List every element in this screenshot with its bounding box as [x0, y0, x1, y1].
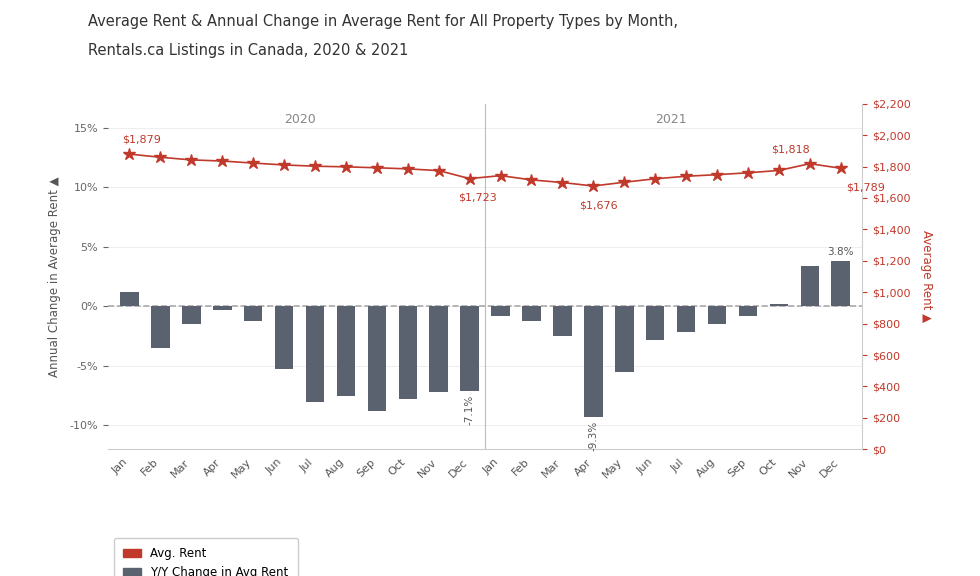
Bar [769, 304, 788, 306]
Bar [708, 306, 726, 324]
Text: $1,818: $1,818 [771, 145, 809, 154]
Bar [739, 306, 758, 316]
Bar [584, 306, 603, 417]
Text: $1,723: $1,723 [459, 193, 497, 203]
Bar [337, 306, 355, 396]
Bar [306, 306, 324, 401]
Bar [491, 306, 510, 316]
Bar [121, 292, 139, 306]
Bar [213, 306, 231, 310]
Bar [244, 306, 263, 321]
Bar [274, 306, 293, 369]
Text: 2020: 2020 [283, 113, 316, 126]
Y-axis label: Annual Change in Average Rent ▲: Annual Change in Average Rent ▲ [48, 176, 61, 377]
Bar [646, 306, 664, 340]
Bar [368, 306, 386, 411]
Bar [677, 306, 696, 332]
Bar [461, 306, 479, 391]
Text: $1,789: $1,789 [847, 183, 885, 192]
Bar [831, 261, 850, 306]
Bar [615, 306, 633, 372]
Bar [399, 306, 417, 399]
Bar [801, 266, 819, 306]
Bar [553, 306, 571, 336]
Text: $1,879: $1,879 [122, 135, 162, 145]
Legend: Avg. Rent, Y/Y Change in Avg Rent: Avg. Rent, Y/Y Change in Avg Rent [114, 538, 298, 576]
Bar [429, 306, 448, 392]
Bar [522, 306, 541, 321]
Text: 2021: 2021 [655, 113, 686, 126]
Text: $1,676: $1,676 [579, 200, 618, 210]
Bar [151, 306, 170, 348]
Y-axis label: Average Rent ▲: Average Rent ▲ [920, 230, 933, 323]
Text: Rentals.ca Listings in Canada, 2020 & 2021: Rentals.ca Listings in Canada, 2020 & 20… [88, 43, 409, 58]
Text: Average Rent & Annual Change in Average Rent for All Property Types by Month,: Average Rent & Annual Change in Average … [88, 14, 678, 29]
Text: 3.8%: 3.8% [827, 248, 854, 257]
Text: -7.1%: -7.1% [465, 395, 474, 425]
Bar [182, 306, 201, 324]
Text: -9.3%: -9.3% [588, 420, 599, 451]
